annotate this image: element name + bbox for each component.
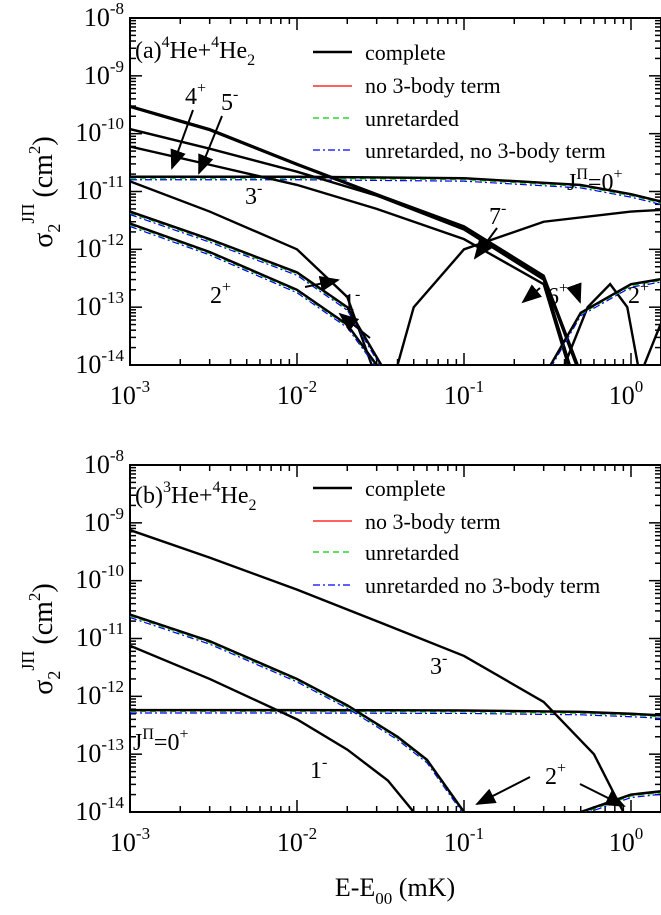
- series-line-1-0-unretarded-no-3body: [130, 712, 661, 719]
- y-tick-label: 10-12: [75, 677, 124, 710]
- annotation-arrow: [170, 109, 194, 170]
- y-tick-label: 10-11: [76, 172, 124, 205]
- x-tick-label: 10-3: [110, 377, 150, 410]
- annotation-label-2plus: 2+: [210, 279, 231, 309]
- y-tick-label: 10-14: [75, 793, 124, 826]
- legend-label: complete: [365, 476, 446, 501]
- legend-label: no 3-body term: [365, 509, 501, 534]
- x-tick-labels-a: 10-3 10-2 10-1 100: [110, 377, 643, 410]
- series-line-0-6-complete: [130, 222, 378, 365]
- legend-label: unretarded: [365, 540, 459, 565]
- annotation-arrow: [338, 312, 371, 339]
- y-tick-label: 10-9: [84, 504, 124, 537]
- panel-b: 10-14 10-13 10-12 10-11 10-10 10-9 10-8 …: [18, 446, 661, 908]
- y-tick-labels-a: 10-14 10-13 10-12 10-11 10-10 10-9 10-8: [75, 0, 124, 379]
- series-line-0-0-unretarded: [130, 177, 661, 204]
- y-axis-label-a: σ2JΠ(cm2): [18, 136, 64, 247]
- annotation-arrow: [304, 275, 340, 292]
- series-line-0-7-complete: [130, 210, 383, 365]
- series-line-0-9-complete: [563, 282, 640, 365]
- series-line-1-4-complete: [580, 790, 661, 812]
- x-tick-label: 10-3: [110, 824, 150, 857]
- series-line-0-6-no-3body: [130, 223, 377, 365]
- series-line-1-2-unretarded-no-3body: [130, 616, 463, 812]
- annotation-arrow: [473, 227, 498, 260]
- x-tick-label: 10-1: [444, 824, 484, 857]
- y-tick-label: 10-9: [84, 57, 124, 90]
- annotation-label-4plus: 4+: [185, 80, 206, 110]
- series-line-1-4-unretarded: [583, 792, 661, 812]
- series-line-0-0-unretarded-no-3body: [130, 179, 661, 206]
- annotation-label-3minus: 3-: [430, 650, 447, 680]
- annotation-label-1minus: 1-: [310, 754, 327, 784]
- panel-a: 10-14 10-13 10-12 10-11 10-10 10-9 10-8 …: [18, 0, 661, 410]
- legend-label: no 3-body term: [365, 73, 501, 98]
- annotation-arrow: [566, 282, 582, 304]
- y-tick-labels-b: 10-14 10-13 10-12 10-11 10-10 10-9 10-8: [75, 446, 124, 826]
- series-line-0-11-complete: [643, 322, 661, 365]
- y-tick-label: 10-13: [75, 735, 124, 768]
- annotation-label-jpi-0plus: JΠ=0+: [133, 726, 188, 756]
- y-tick-label: 10-10: [75, 561, 124, 594]
- y-tick-label: 10-12: [75, 230, 124, 263]
- series-line-1-2-complete: [130, 613, 465, 812]
- x-tick-label: 100: [609, 824, 644, 857]
- legend-a: complete no 3-body term unretarded unret…: [313, 40, 606, 163]
- ticks-b: [129, 464, 661, 813]
- annotation-label-5minus: 5-: [221, 86, 238, 116]
- panel-title-b: (b)3He+4He2: [135, 479, 257, 514]
- annotation-label-6plus: 6+: [547, 280, 568, 310]
- legend-b: complete no 3-body term unretarded unret…: [313, 476, 600, 598]
- ticks-a: [129, 17, 661, 366]
- legend-label: unretarded, no 3-body term: [365, 138, 606, 163]
- series-line-0-6-unretarded: [130, 224, 377, 365]
- series-line-1-2-no-3body: [130, 614, 465, 812]
- annotation-label-2plus: 2+: [545, 760, 566, 790]
- series-line-1-3-complete: [130, 644, 415, 812]
- series-line-1-0-complete: [130, 708, 661, 717]
- legend-label: unretarded no 3-body term: [365, 573, 600, 598]
- series-line-1-2-unretarded: [130, 615, 464, 812]
- series-line-0-0-complete: [130, 175, 661, 203]
- y-axis-label-b: σ2JΠ(cm2): [18, 583, 64, 694]
- series-line-1-0-unretarded: [130, 710, 661, 718]
- annotation-label-2plus-right: 2+: [628, 279, 649, 309]
- series-line-0-4-complete: [130, 105, 578, 365]
- legend-label: complete: [365, 40, 446, 65]
- annotation-arrow: [475, 776, 531, 805]
- x-tick-label: 10-2: [277, 377, 317, 410]
- annotation-arrow: [521, 284, 542, 304]
- series-line-0-10-complete: [549, 277, 661, 365]
- y-tick-label: 10-13: [75, 288, 124, 321]
- y-tick-label: 10-10: [75, 114, 124, 147]
- x-tick-labels-b: 10-3 10-2 10-1 100: [110, 824, 643, 857]
- x-tick-label: 10-1: [444, 377, 484, 410]
- series-line-1-4-unretarded-no-3body: [587, 793, 661, 812]
- x-tick-label: 10-2: [277, 824, 317, 857]
- annotation-label-jpi-0plus: JΠ=0+: [567, 166, 622, 196]
- legend-label: unretarded: [365, 106, 459, 131]
- annotation-arrow: [198, 115, 223, 175]
- series-line-0-8-complete: [396, 208, 661, 365]
- annotation-arrow: [579, 783, 626, 807]
- annotation-label-3minus: 3-: [245, 180, 262, 210]
- series-line-0-10-unretarded-no-3body: [551, 281, 661, 365]
- annotations-a: 4+ 5- 3- 2+ 1- 7- 6+ 2+ JΠ=0+: [170, 80, 649, 339]
- annotation-label-1minus: 1-: [343, 286, 360, 316]
- series-line-0-7-no-3body: [130, 211, 382, 365]
- x-tick-label: 100: [609, 377, 644, 410]
- series-line-1-1-complete: [130, 528, 625, 812]
- series-group-b: [130, 528, 661, 812]
- panel-title-a: (a)4He+4He2: [135, 34, 255, 69]
- annotation-label-7minus: 7-: [489, 200, 506, 230]
- y-tick-label: 10-14: [75, 346, 124, 379]
- x-axis-label: E-E00 (mK): [335, 873, 455, 908]
- annotations-b: 3- 1- 2+ JΠ=0+: [133, 650, 626, 807]
- y-tick-label: 10-11: [76, 619, 124, 652]
- y-tick-label: 10-8: [84, 446, 124, 479]
- y-tick-label: 10-8: [84, 0, 124, 32]
- series-line-0-6-unretarded-no-3body: [130, 225, 376, 365]
